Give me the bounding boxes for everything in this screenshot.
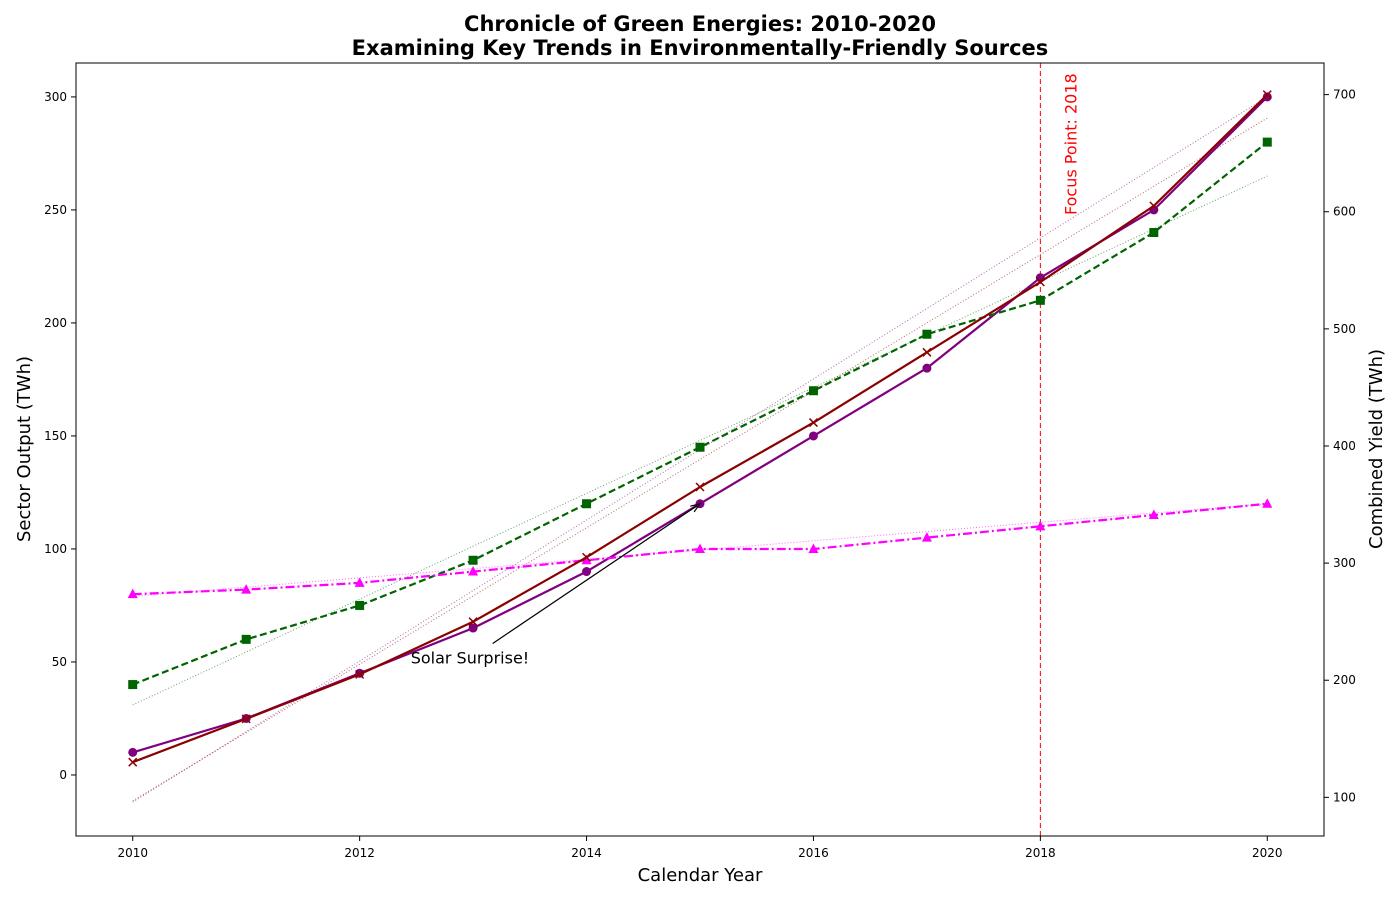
trend-line-4 [132,117,1268,802]
x-tick-label-2020: 2020 [1252,846,1283,860]
y-right-tick-label-600: 600 [1333,205,1356,219]
data-point-s2-2016 [808,386,818,396]
data-point-s4-2010 [128,757,138,767]
data-point-s3-2016 [808,543,819,553]
data-point-s1-2020 [1262,92,1272,102]
data-point-s1-2013 [468,623,478,633]
data-point-s4-2019 [1149,201,1159,211]
x-tick-label-2018: 2018 [1025,846,1056,860]
series-line-2 [132,141,1268,686]
y-right-tick-label-500: 500 [1333,322,1356,336]
data-point-s2-2018 [1035,295,1045,305]
y-axis-label-left: Sector Output (TWh) [14,356,35,542]
trend-line-1 [132,96,1268,803]
data-point-s4-2016 [808,418,818,428]
data-point-s2-2012 [355,600,365,610]
y-left-tick-label-150: 150 [44,429,67,443]
trend-line-3 [132,503,1268,597]
data-point-s4-2020 [1262,90,1272,100]
chart-title-line1: Chronicle of Green Energies: 2010-2020 [464,12,936,36]
data-point-s4-2015 [695,482,705,492]
data-point-s3-2019 [1148,509,1159,520]
series-line-1 [132,96,1269,754]
data-point-s2-2015 [695,442,705,452]
series-line-4 [132,93,1269,764]
data-point-s4-2013 [468,617,478,627]
y-right-tick-label-700: 700 [1333,88,1356,102]
data-point-s3-2020 [1262,498,1273,508]
axes: 2010 2012 2014 2016 2018 2020 0 50 100 150 200 250 3… [44,62,1356,860]
plot-area: Focus Point: 2018 Solar Surprise! [127,63,1273,836]
data-point-s1-2014 [582,567,592,577]
data-point-s3-2011 [241,584,252,594]
data-point-s1-2016 [808,431,818,441]
y-axis-label-right: Combined Yield (TWh) [1366,349,1387,549]
annotation-text-1: Solar Surprise! [411,648,530,667]
trend-line-2 [132,175,1268,706]
x-tick-label-2014: 2014 [571,846,602,860]
data-point-s2-2011 [241,634,251,644]
data-point-s3-2010 [127,588,138,599]
plot-frame [75,62,1325,837]
y-left-tick-label-100: 100 [44,542,67,556]
data-point-s2-2017 [922,329,932,339]
data-point-s3-2017 [921,532,932,542]
data-point-s1-2010 [128,747,138,757]
data-point-s4-2018 [1035,277,1045,287]
y-right-tick-label-100: 100 [1333,790,1356,804]
y-left-tick-label-300: 300 [44,90,67,104]
data-point-s1-2017 [922,363,932,373]
data-point-s3-2015 [695,543,705,553]
y-right-tick-label-300: 300 [1333,556,1356,570]
data-point-s2-2014 [582,499,592,509]
data-point-s3-2014 [581,554,592,565]
data-point-s4-2011 [241,714,251,724]
annotation-arrowhead-1 [690,502,702,513]
data-point-s4-2017 [922,347,932,357]
data-point-s2-2013 [468,555,478,565]
data-point-s2-2019 [1149,228,1159,238]
y-right-tick-label-200: 200 [1333,673,1356,687]
x-tick-label-2016: 2016 [798,846,829,860]
y-left-tick-label-0: 0 [59,768,67,782]
y-left-tick-label-50: 50 [52,655,67,669]
y-right-tick-label-400: 400 [1333,439,1356,453]
y-left-tick-label-200: 200 [44,316,67,330]
data-point-s3-2018 [1035,520,1046,531]
focus-line-label: Focus Point: 2018 [1061,73,1080,215]
data-point-s2-2010 [128,680,138,690]
data-point-s3-2013 [468,566,479,576]
data-point-s2-2020 [1262,137,1272,147]
x-axis-label: Calendar Year [638,865,763,886]
x-tick-label-2010: 2010 [117,846,148,860]
data-point-s3-2012 [354,577,365,587]
data-point-s4-2012 [355,669,365,679]
chart-title-line2: Examining Key Trends in Environmentally-… [352,36,1049,60]
annotation-arrow-1 [492,505,698,644]
y-left-tick-label-250: 250 [44,203,67,217]
x-tick-label-2012: 2012 [344,846,375,860]
data-point-s4-2014 [582,552,592,562]
